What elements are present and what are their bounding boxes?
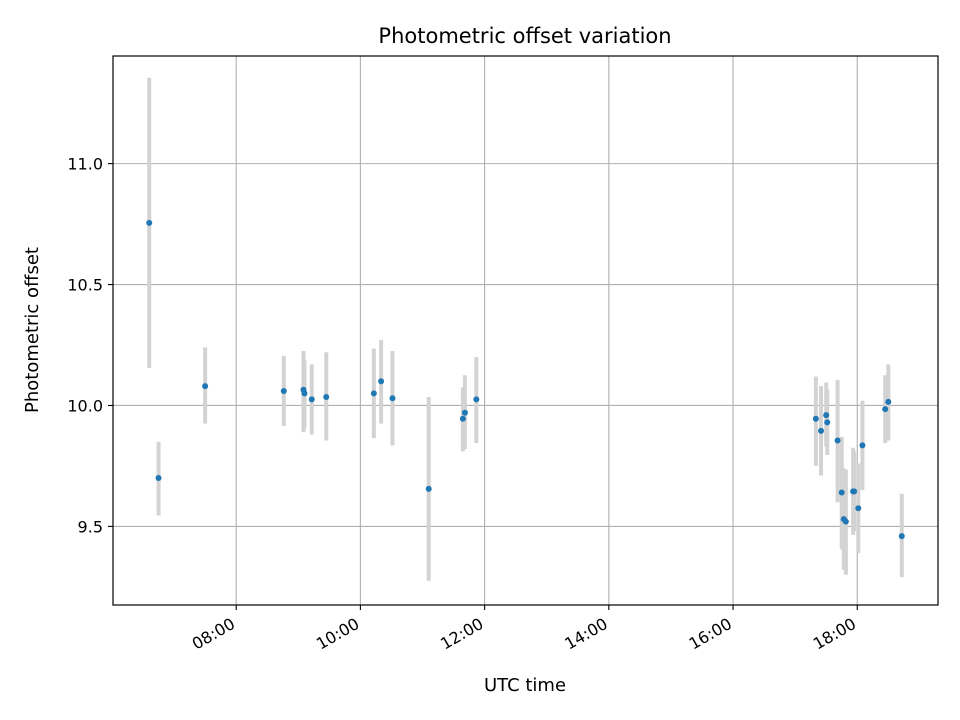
data-point [473,396,480,403]
plot-area-frame [112,55,939,606]
data-point [323,394,330,401]
y-tick-label: 9.5 [78,517,103,536]
data-point [370,390,377,397]
data-point [155,475,162,482]
y-tick-label: 11.0 [67,155,103,174]
data-point [823,412,830,419]
y-axis-ticks: 9.5 10.0 10.5 11.0 [67,155,113,536]
data-point [851,488,858,495]
y-tick-label: 10.5 [67,276,103,295]
x-axis-label: UTC time [484,675,566,696]
y-tick-label: 10.0 [67,396,103,415]
data-point [855,505,862,512]
data-point [838,489,845,496]
data-point [842,518,849,525]
data-point [859,442,866,449]
data-point [146,219,153,226]
grid [113,56,938,605]
data-markers [146,219,905,540]
data-point [898,533,905,540]
data-point [885,398,892,405]
data-point [818,427,825,434]
data-point [812,415,819,422]
data-point [461,409,468,416]
data-point [882,406,889,413]
data-point [824,419,831,426]
data-point [301,390,308,397]
y-axis-label: Photometric offset [22,247,43,413]
data-point [459,415,466,422]
data-point [280,387,287,394]
data-point [389,395,396,402]
data-point [425,485,432,492]
data-point [834,437,841,444]
data-point [308,396,315,403]
chart-title: Photometric offset variation [378,24,671,48]
data-point [202,383,209,390]
data-point [378,378,385,385]
